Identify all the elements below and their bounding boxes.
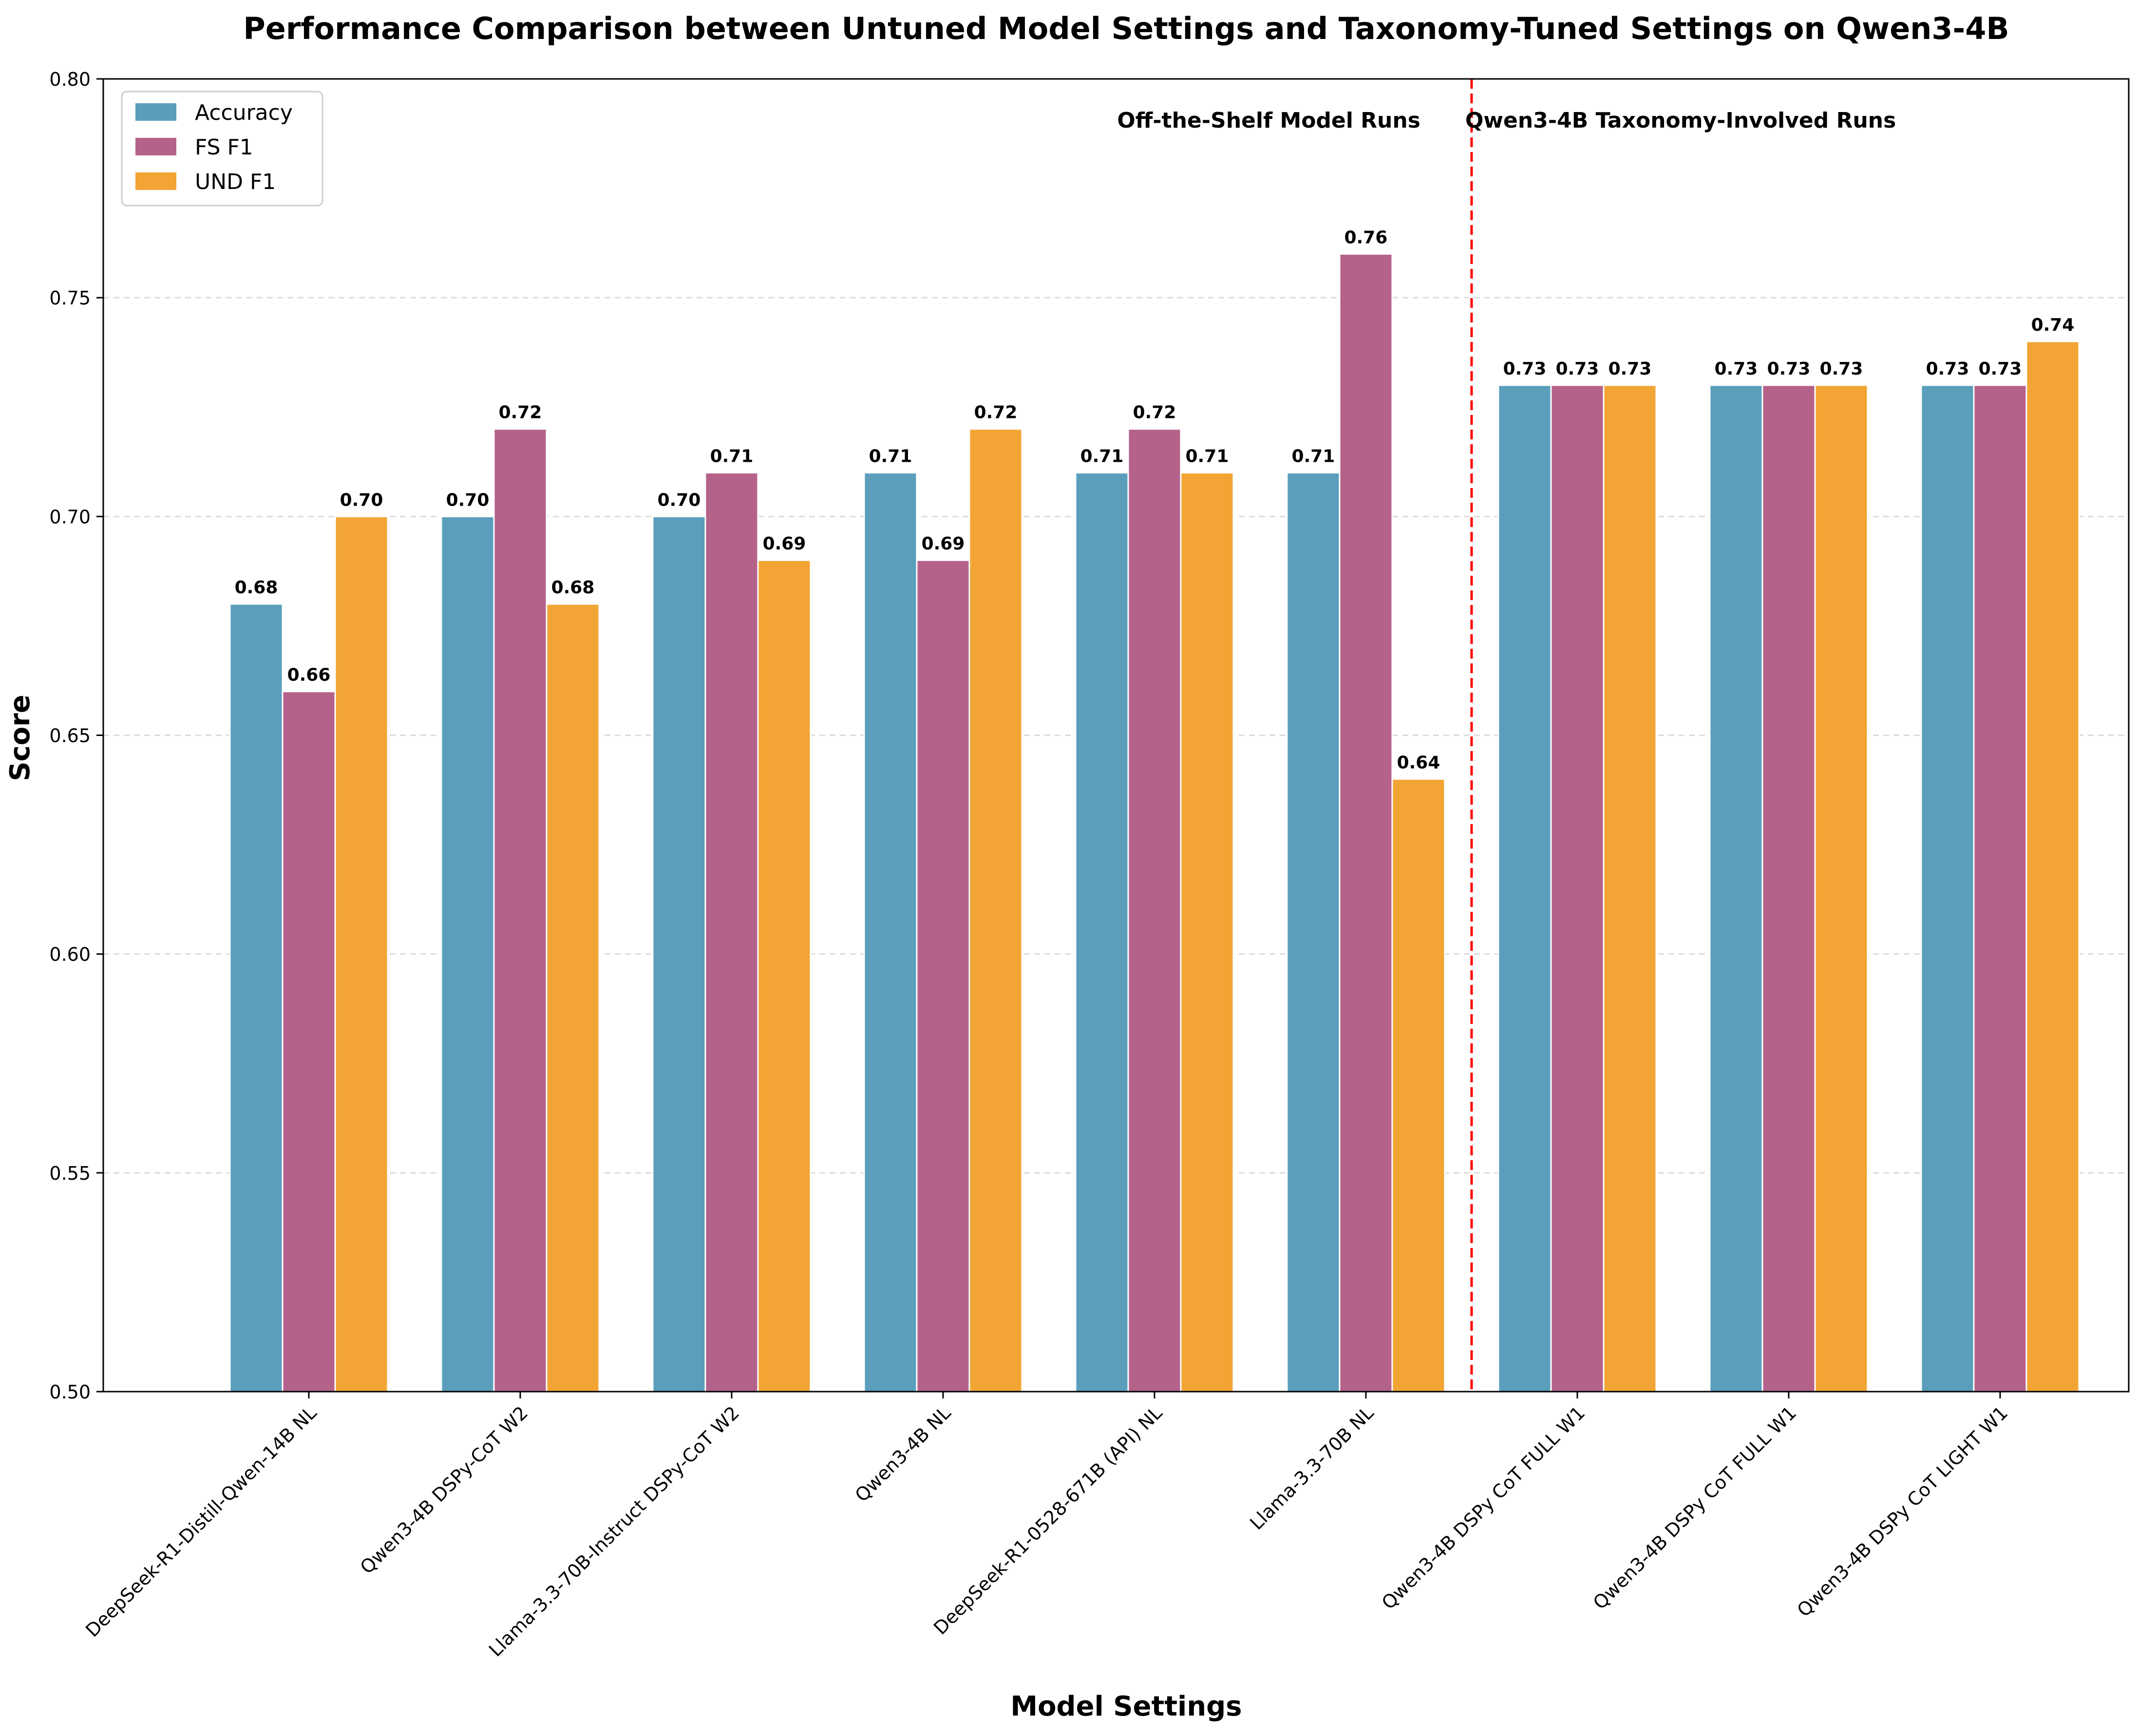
bar-fs-f1 bbox=[493, 428, 548, 1393]
bar-fs-f1 bbox=[704, 472, 759, 1393]
bar-und-f1 bbox=[546, 603, 600, 1393]
bar-accuracy bbox=[1709, 384, 1763, 1393]
bar-accuracy bbox=[652, 515, 706, 1393]
data-label: 0.73 bbox=[1715, 359, 1758, 379]
data-label: 0.66 bbox=[287, 665, 331, 685]
data-label: 0.71 bbox=[869, 447, 912, 467]
bar-fs-f1 bbox=[1973, 384, 2027, 1393]
data-label: 0.73 bbox=[1767, 359, 1811, 379]
y-tick-label: 0.70 bbox=[49, 506, 91, 528]
bar-und-f1 bbox=[2025, 340, 2080, 1393]
data-label: 0.68 bbox=[551, 578, 595, 598]
y-tick-label: 0.50 bbox=[49, 1381, 91, 1403]
legend-swatch bbox=[135, 138, 176, 155]
y-tick-label: 0.60 bbox=[49, 944, 91, 965]
bar-und-f1 bbox=[1603, 384, 1657, 1393]
data-labels: 0.68 0.66 0.70 0.70 0.72 0.68 0.70 0.71 0.69 0.71… bbox=[235, 227, 2075, 773]
y-tick-label: 0.55 bbox=[49, 1163, 91, 1184]
data-label: 0.73 bbox=[1556, 359, 1599, 379]
legend-label: Accuracy bbox=[195, 100, 293, 125]
data-label: 0.71 bbox=[710, 447, 754, 467]
chart-title: Performance Comparison between Untuned M… bbox=[243, 11, 2009, 46]
bar-fs-f1 bbox=[1339, 253, 1393, 1393]
data-label: 0.72 bbox=[499, 403, 542, 423]
bar-accuracy bbox=[1920, 384, 1975, 1393]
data-label: 0.69 bbox=[922, 534, 965, 554]
bar-fs-f1 bbox=[1127, 428, 1182, 1393]
y-axis-label: Score bbox=[4, 695, 36, 781]
bar-fs-f1 bbox=[1550, 384, 1605, 1393]
data-label: 0.64 bbox=[1397, 753, 1440, 773]
data-label: 0.72 bbox=[974, 403, 1018, 423]
data-label: 0.72 bbox=[1133, 403, 1176, 423]
legend: Accuracy FS F1 UND F1 bbox=[121, 91, 323, 207]
y-tick-label: 0.75 bbox=[49, 287, 91, 309]
bar-accuracy bbox=[1497, 384, 1552, 1393]
data-label: 0.76 bbox=[1344, 227, 1388, 247]
bar-accuracy bbox=[229, 603, 284, 1393]
bar-und-f1 bbox=[334, 515, 389, 1393]
bar-und-f1 bbox=[757, 559, 812, 1393]
bars bbox=[229, 253, 2080, 1393]
data-label: 0.69 bbox=[763, 534, 806, 554]
data-label: 0.71 bbox=[1186, 447, 1229, 467]
data-label: 0.70 bbox=[340, 490, 383, 510]
y-tick-label: 0.80 bbox=[49, 69, 91, 90]
data-label: 0.73 bbox=[1503, 359, 1547, 379]
data-label: 0.71 bbox=[1080, 447, 1124, 467]
bar-accuracy bbox=[440, 515, 495, 1393]
legend-label: FS F1 bbox=[195, 135, 253, 160]
data-label: 0.70 bbox=[658, 490, 701, 510]
data-label: 0.73 bbox=[1608, 359, 1652, 379]
data-label: 0.74 bbox=[2031, 315, 2075, 335]
bar-fs-f1 bbox=[1761, 384, 1816, 1393]
x-axis-label: Model Settings bbox=[1010, 1691, 1242, 1722]
bar-und-f1 bbox=[1814, 384, 1869, 1393]
data-label: 0.68 bbox=[235, 578, 278, 598]
y-tick-label: 0.65 bbox=[49, 725, 91, 747]
data-label: 0.73 bbox=[1926, 359, 1969, 379]
data-label: 0.73 bbox=[1979, 359, 2022, 379]
bar-accuracy bbox=[1286, 472, 1341, 1393]
bar-fs-f1 bbox=[916, 559, 970, 1393]
y-ticks: 0.50 0.55 0.60 0.65 0.70 0.75 0.80 bbox=[49, 69, 103, 1403]
bar-accuracy bbox=[1075, 472, 1129, 1393]
bar-accuracy bbox=[863, 472, 918, 1393]
legend-swatch bbox=[135, 172, 176, 190]
bar-fs-f1 bbox=[282, 691, 336, 1393]
annotation-taxonomy-involved: Qwen3-4B Taxonomy-Involved Runs bbox=[1465, 108, 1896, 133]
legend-label: UND F1 bbox=[195, 170, 276, 194]
data-label: 0.71 bbox=[1292, 447, 1335, 467]
bar-und-f1 bbox=[1391, 778, 1446, 1393]
bar-und-f1 bbox=[1180, 472, 1234, 1393]
legend-swatch bbox=[135, 103, 176, 121]
data-label: 0.73 bbox=[1820, 359, 1863, 379]
bar-und-f1 bbox=[968, 428, 1023, 1393]
annotation-off-the-shelf: Off-the-Shelf Model Runs bbox=[1117, 108, 1420, 133]
data-label: 0.70 bbox=[446, 490, 490, 510]
